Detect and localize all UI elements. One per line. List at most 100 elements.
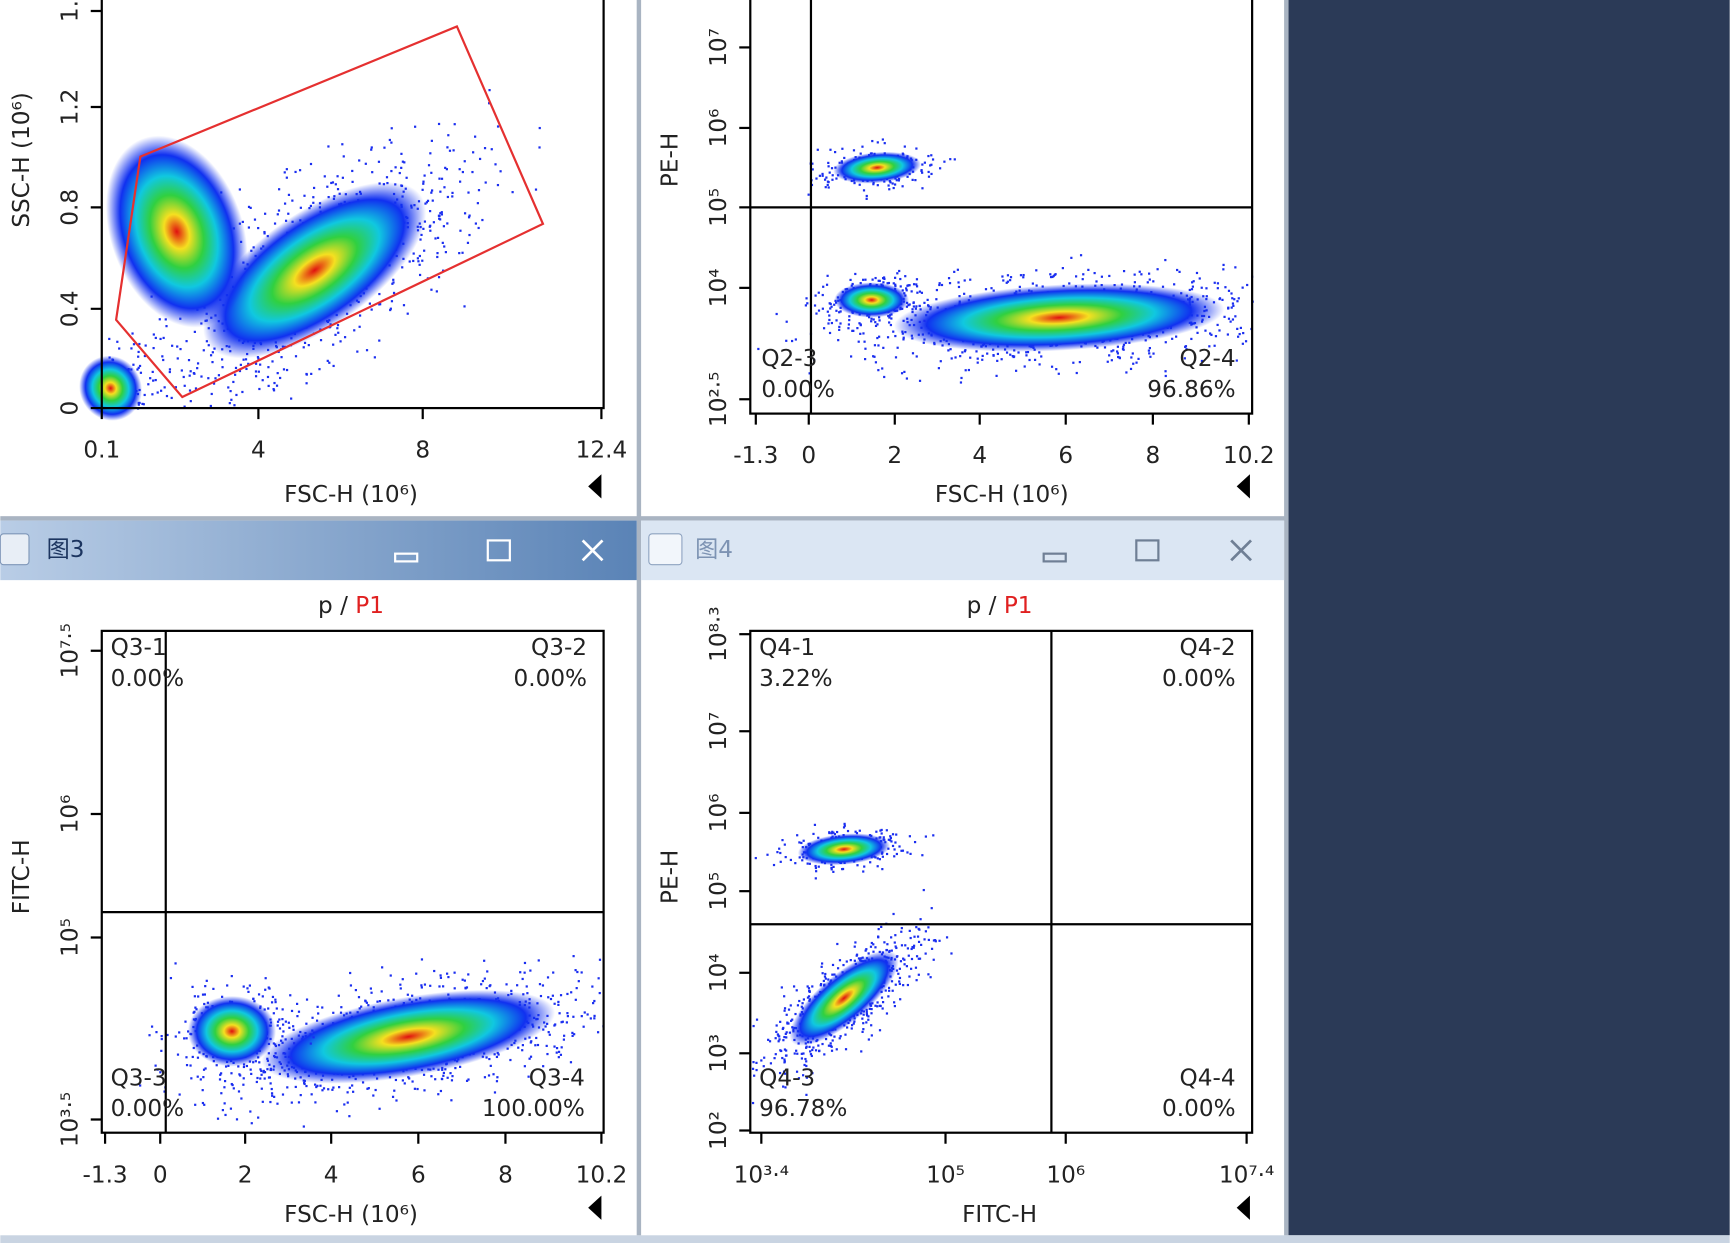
event-dot [319, 339, 323, 342]
event-dot [294, 1085, 297, 1089]
close-button[interactable] [1230, 539, 1252, 562]
event-dot [391, 1095, 395, 1098]
event-dot [1152, 352, 1155, 355]
minimize-button[interactable] [1042, 552, 1067, 563]
event-dot [373, 356, 376, 359]
event-dot [237, 1090, 241, 1093]
event-dot [230, 398, 233, 401]
event-dot [1230, 306, 1233, 309]
event-dot [229, 389, 232, 393]
event-dot [294, 355, 298, 358]
event-dot [454, 1066, 457, 1070]
event-dot [827, 165, 830, 168]
event-dot [1057, 372, 1060, 375]
event-dot [862, 1028, 865, 1031]
event-dot [545, 1044, 548, 1048]
event-dot [201, 993, 205, 996]
event-dot [332, 1011, 335, 1014]
event-dot [221, 366, 224, 369]
quadrant-percent: 100.00% [482, 1096, 585, 1122]
event-dot [889, 323, 893, 327]
event-dot [1100, 275, 1104, 278]
minimize-button[interactable] [394, 552, 419, 563]
splitter [0, 516, 1289, 521]
event-dot [528, 1057, 531, 1060]
event-dot [553, 1045, 556, 1048]
close-button[interactable] [581, 539, 604, 562]
event-dot [447, 134, 450, 137]
window-title-bar[interactable] [641, 520, 1285, 581]
event-dot [309, 162, 313, 166]
event-dot [430, 288, 433, 291]
maximize-button[interactable] [486, 539, 511, 562]
event-dot [262, 1071, 265, 1074]
event-dot [900, 372, 904, 375]
event-dot [890, 936, 893, 939]
event-dot [459, 229, 462, 232]
y-tick-label: 1. [58, 0, 84, 22]
event-dot [1049, 275, 1053, 279]
event-dot [1231, 318, 1235, 321]
event-dot [250, 1072, 253, 1076]
event-dot [197, 995, 200, 998]
event-dot [817, 836, 820, 839]
gate-percent: 88.14% [469, 0, 557, 4]
event-dot [188, 374, 191, 377]
event-dot [1121, 347, 1125, 351]
event-dot [1116, 352, 1120, 355]
event-dot [463, 160, 466, 163]
event-dot [794, 1012, 797, 1016]
event-dot [899, 277, 902, 281]
event-dot [400, 166, 403, 169]
event-dot [337, 331, 340, 334]
event-dot [878, 335, 881, 338]
event-dot [863, 865, 866, 868]
event-dot [930, 907, 933, 910]
event-dot [437, 1093, 440, 1096]
event-dot [422, 180, 425, 183]
y-tick-label: 10⁸·³ [706, 606, 732, 661]
event-dot [828, 318, 831, 322]
window-title-bar[interactable] [0, 520, 637, 581]
event-dot [273, 1054, 276, 1058]
event-dot [391, 282, 394, 285]
event-dot [378, 1000, 382, 1003]
event-dot [163, 386, 166, 389]
event-dot [351, 180, 354, 183]
event-dot [915, 955, 919, 958]
event-dot [1236, 327, 1239, 330]
event-dot [904, 275, 907, 278]
event-dot [1226, 333, 1229, 336]
event-dot [811, 1048, 814, 1052]
event-dot [281, 1018, 284, 1021]
event-dot [911, 945, 914, 949]
event-dot [369, 987, 372, 990]
event-dot [930, 947, 934, 950]
event-dot [873, 344, 877, 347]
maximize-button[interactable] [1135, 539, 1160, 562]
event-dot [321, 1006, 324, 1009]
event-dot [229, 1107, 233, 1110]
event-dot [1233, 298, 1236, 301]
event-dot [800, 1052, 803, 1055]
event-dot [806, 302, 809, 305]
event-dot [808, 372, 811, 375]
x-tick-label: 6 [411, 1162, 426, 1188]
event-dot [490, 148, 493, 151]
event-dot [445, 972, 449, 975]
event-dot [389, 974, 392, 977]
event-dot [263, 232, 266, 235]
event-dot [865, 194, 868, 198]
event-dot [864, 278, 867, 281]
event-dot [777, 1034, 780, 1037]
y-tick-label: 10⁵ [706, 188, 732, 227]
event-dot [267, 384, 270, 388]
event-dot [887, 314, 890, 318]
event-dot [789, 1004, 792, 1007]
event-dot [477, 226, 480, 230]
event-dot [179, 347, 182, 351]
y-tick-label: 0 [58, 401, 84, 416]
event-dot [867, 952, 870, 955]
event-dot [832, 870, 835, 873]
event-dot [273, 1095, 276, 1098]
